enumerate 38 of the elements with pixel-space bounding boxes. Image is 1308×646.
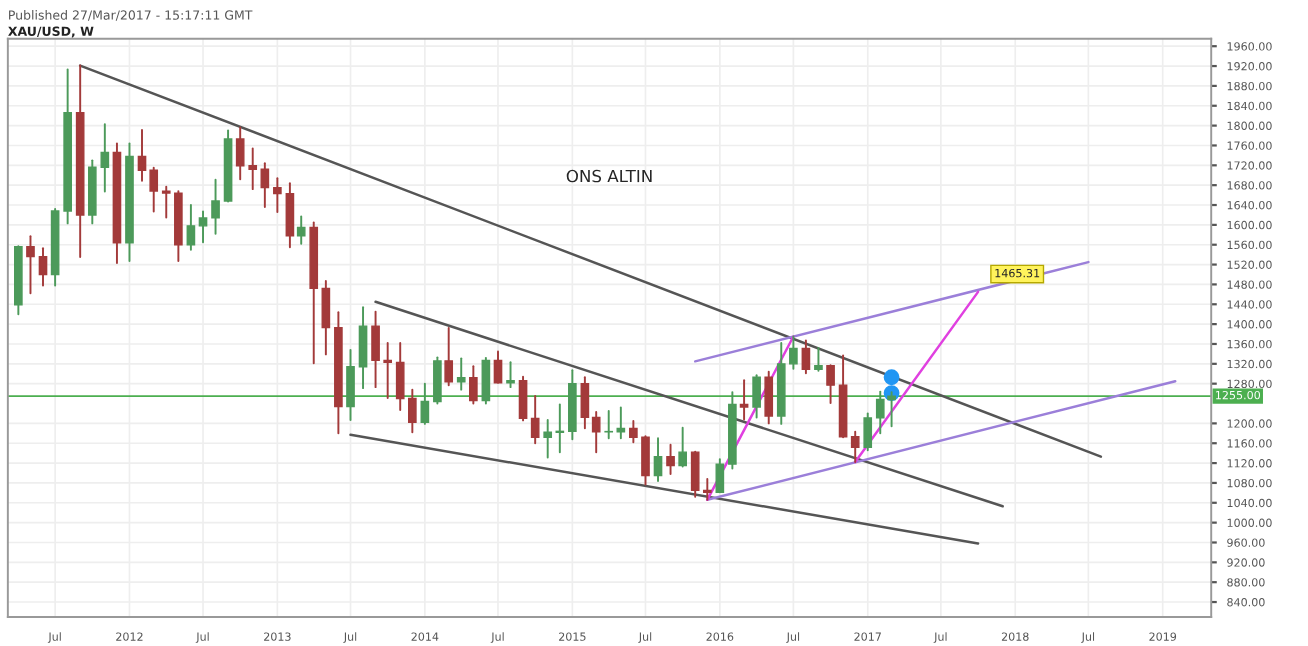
candlestick <box>346 348 355 421</box>
candlestick <box>260 162 270 208</box>
annotation: ONS ALTIN <box>566 169 652 183</box>
candlestick <box>358 306 368 390</box>
candlestick <box>801 339 811 375</box>
candlestick <box>186 204 196 251</box>
candlestick <box>285 182 295 249</box>
candlestick <box>273 177 282 213</box>
candlestick <box>211 178 220 235</box>
candlestick <box>518 375 528 422</box>
candlestick <box>530 395 540 445</box>
candlestick <box>38 247 48 287</box>
candlestick <box>444 327 454 387</box>
candlestick <box>420 382 430 425</box>
candlestick <box>850 430 860 464</box>
candlestick <box>678 426 687 468</box>
candlestick <box>481 356 491 405</box>
candlestick <box>653 437 663 482</box>
candlestick <box>321 279 331 356</box>
candlestick <box>666 443 675 475</box>
candlestick <box>198 210 208 244</box>
candlestick <box>863 412 873 452</box>
candlestick <box>715 458 725 494</box>
candlestick <box>433 356 442 405</box>
candlestick <box>616 406 626 440</box>
candlestick <box>764 370 774 425</box>
candlestick <box>604 410 614 440</box>
candlestick <box>752 374 761 419</box>
candlestick <box>506 361 515 389</box>
candlestick <box>296 215 306 245</box>
candlestick <box>826 364 835 404</box>
candlestick <box>493 350 503 384</box>
candlestick <box>568 369 577 441</box>
candlestick <box>26 235 35 295</box>
candlestick <box>456 357 466 391</box>
candlestick <box>739 379 749 421</box>
candlestick <box>469 365 478 405</box>
candlestick <box>814 346 823 372</box>
